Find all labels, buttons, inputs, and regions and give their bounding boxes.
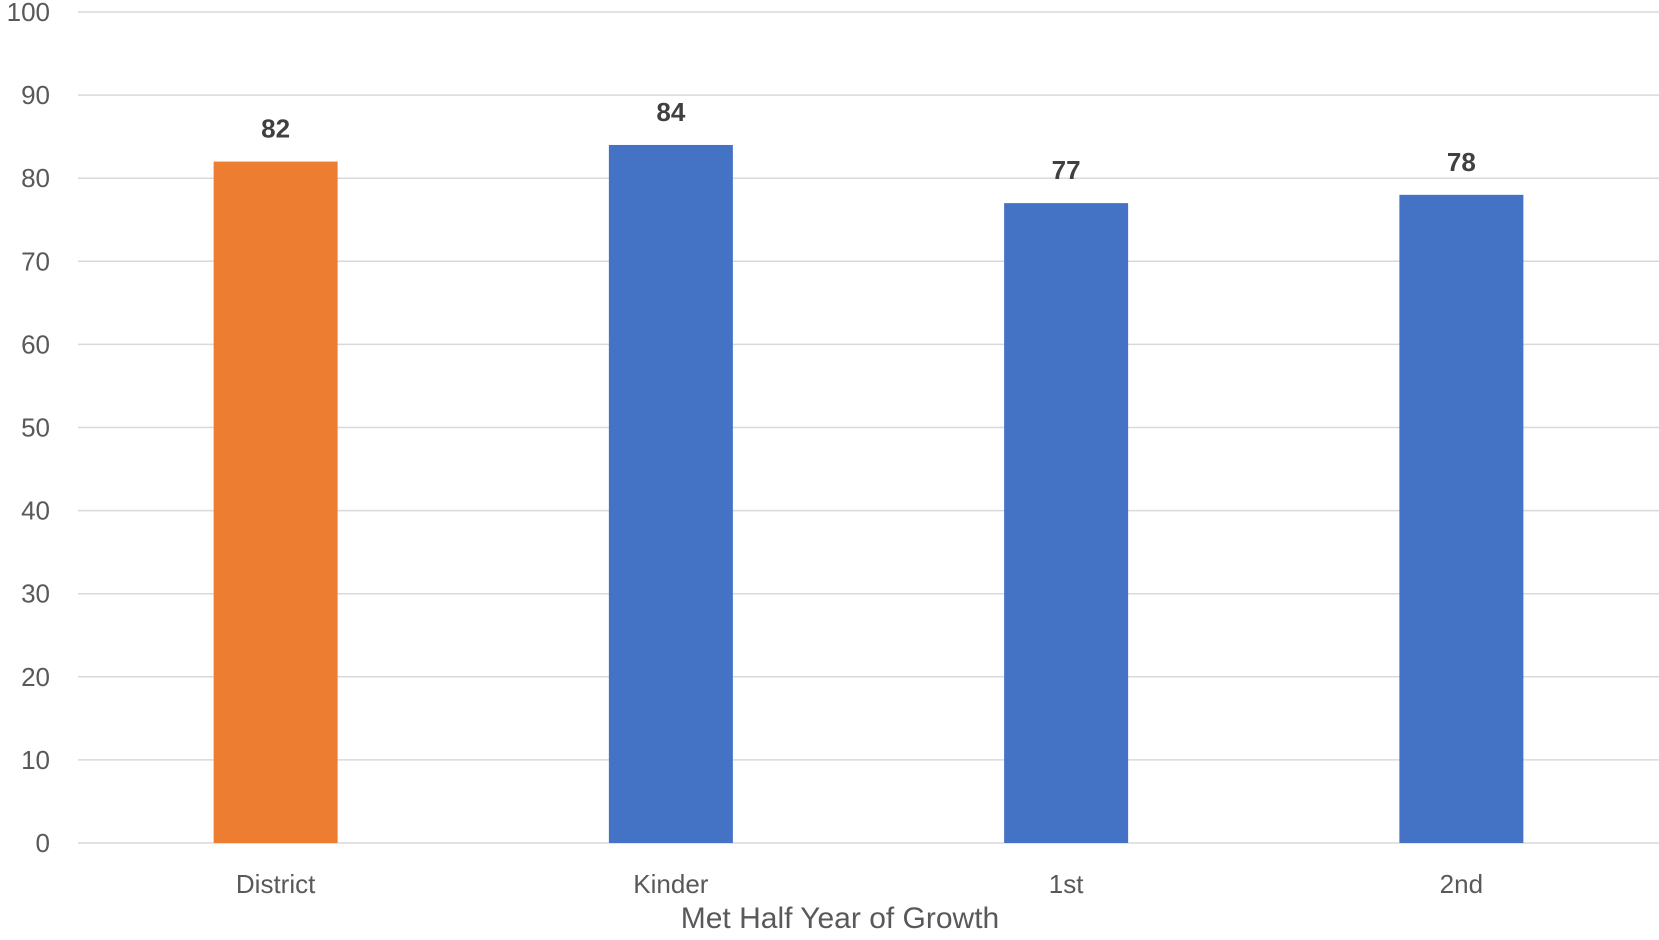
data-labels: 82 84 77 78: [261, 97, 1476, 185]
bars: [213, 144, 1524, 843]
gridlines: [78, 11, 1659, 844]
x-tick-label: 2nd: [1440, 869, 1483, 899]
bar-1st: [1004, 203, 1129, 843]
x-tick-label: 1st: [1049, 869, 1084, 899]
bar-district: [213, 161, 338, 843]
y-tick-label: 10: [21, 745, 50, 775]
x-axis-title: Met Half Year of Growth: [681, 902, 1000, 935]
y-tick-label: 40: [21, 496, 50, 526]
y-tick-label: 50: [21, 413, 50, 443]
bar-kinder: [608, 144, 733, 843]
x-tick-label: District: [236, 869, 316, 899]
data-label: 82: [261, 114, 290, 144]
y-tick-label: 20: [21, 662, 50, 692]
y-tick-label: 70: [21, 246, 50, 276]
y-tick-label: 100: [7, 0, 50, 27]
y-tick-label: 60: [21, 329, 50, 359]
data-label: 84: [656, 97, 685, 127]
x-axis-ticks: District Kinder 1st 2nd: [236, 869, 1483, 899]
y-tick-label: 90: [21, 80, 50, 110]
y-axis-ticks: 0 10 20 30 40 50 60 70 80 90 100: [7, 0, 50, 858]
y-tick-label: 80: [21, 163, 50, 193]
data-label: 78: [1447, 147, 1476, 177]
y-tick-label: 0: [36, 828, 50, 858]
y-tick-label: 30: [21, 579, 50, 609]
bar-2nd: [1399, 194, 1524, 843]
x-tick-label: Kinder: [633, 869, 708, 899]
data-label: 77: [1052, 155, 1081, 185]
